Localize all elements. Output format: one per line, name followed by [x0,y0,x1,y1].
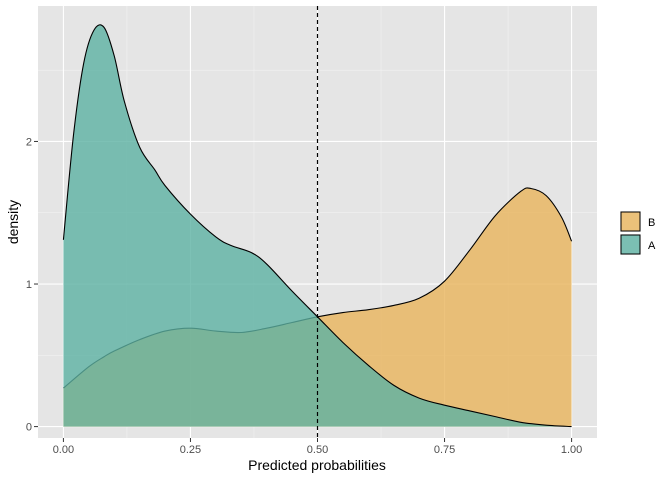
legend-swatch-B [620,211,641,232]
y-axis-title: density [5,200,21,244]
density-outline-A [62,24,572,428]
legend: BA [620,211,656,255]
y-axis: 0 1 2 [26,136,38,434]
x-axis-title: Predicted probabilities [248,457,386,473]
legend-label-A: A [648,240,656,252]
x-tick-label: 0.75 [434,444,455,456]
y-tick-label: 1 [26,279,32,291]
legend-label-B: B [648,217,655,229]
x-tick-label: 0.50 [307,444,328,456]
density-area-A [63,24,572,427]
x-tick-label: 0.25 [180,444,201,456]
y-tick-label: 2 [26,136,32,148]
x-tick-label: 0.00 [53,444,74,456]
legend-swatch-A [620,234,641,255]
y-tick-label: 0 [26,422,32,434]
series-layer [62,24,573,428]
x-axis: 0.00 0.25 0.50 0.75 1.00 [53,438,582,456]
x-tick-label: 1.00 [561,444,582,456]
